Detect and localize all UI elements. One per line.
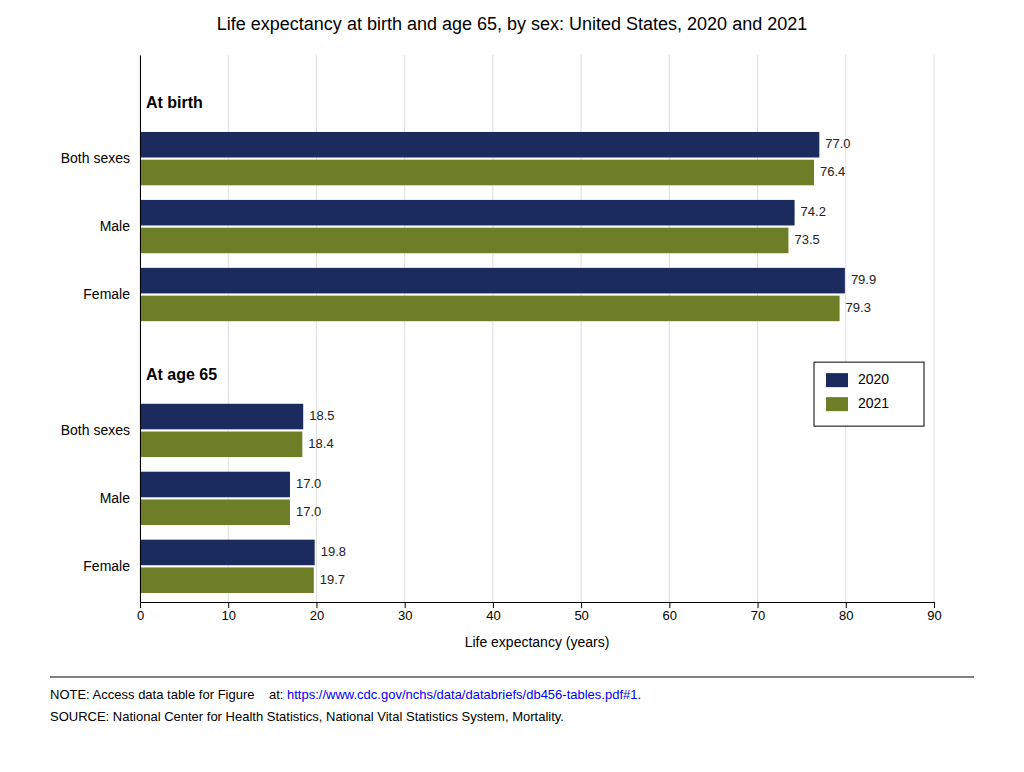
bar: [140, 499, 290, 525]
note: NOTE: Access data table for Figure at: h…: [50, 687, 641, 702]
x-tick: 0: [137, 602, 144, 623]
section-headers: At birth At age 65: [146, 94, 217, 383]
title: Life expectancy at birth and age 65, by …: [217, 14, 807, 34]
data-label: 73.5: [794, 232, 819, 247]
data-labels: 77.0 74.2 79.9 18.5 17.0 19.8 76.4 73.5 79.3 18.4…: [296, 136, 876, 586]
y-tick: Both sexes: [61, 422, 130, 438]
legend-swatch: [826, 373, 848, 387]
y-tick: Both sexes: [61, 150, 130, 166]
legend-item: 2020: [826, 371, 889, 387]
x-tick-label: 0: [137, 608, 144, 623]
data-label: 74.2: [801, 204, 826, 219]
legend-swatch: [826, 397, 848, 411]
x-axis-title: Life expectancy (years): [465, 634, 610, 650]
footer-separator: [50, 677, 974, 678]
section-header: At age 65: [146, 366, 217, 383]
bar: [140, 160, 814, 186]
x-tick: 40: [486, 602, 500, 623]
source: SOURCE: National Center for Health Stati…: [50, 709, 564, 724]
legend-item: 2021: [826, 395, 889, 411]
note-link: https://www.cdc.gov/nchs/data/databriefs…: [287, 687, 641, 702]
section-header: At birth: [146, 94, 203, 111]
x-tick-label: 30: [398, 608, 412, 623]
bars: [140, 132, 845, 593]
bar: [140, 567, 314, 593]
x-tick: 50: [574, 602, 588, 623]
x-tick: 20: [310, 602, 324, 623]
y-tick: Male: [100, 490, 131, 506]
y-tick-label: Both sexes: [61, 422, 130, 438]
y-axis: Both sexes Male Female Both sexes Male Female: [61, 56, 141, 603]
y-tick-label: Both sexes: [61, 150, 130, 166]
bar: [140, 540, 315, 566]
data-label: 18.5: [309, 408, 334, 423]
x-tick-mark: [228, 602, 229, 608]
x-axis-line: [141, 603, 935, 609]
note-text: NOTE: Access data table for Figure at:: [50, 687, 287, 702]
x-tick: 60: [663, 602, 677, 623]
legend-label: 2020: [858, 371, 889, 387]
x-tick-mark: [669, 602, 670, 608]
data-label: 17.0: [296, 504, 321, 519]
x-tick: 70: [751, 602, 765, 623]
x-tick-mark: [493, 602, 494, 608]
legend-frame: [814, 362, 924, 426]
x-tick-mark: [140, 602, 141, 608]
x-tick-label: 40: [486, 608, 500, 623]
x-tick-label: 10: [221, 608, 235, 623]
x-tick-mark: [316, 602, 317, 608]
y-tick-label: Female: [83, 558, 130, 574]
x-tick: 80: [839, 602, 853, 623]
x-tick-mark: [758, 602, 759, 608]
bar: [140, 296, 840, 322]
y-tick-label: Male: [100, 218, 131, 234]
y-tick: Female: [83, 558, 130, 574]
bar: [140, 432, 302, 458]
legend: 2020 2021: [814, 362, 924, 426]
x-tick-label: 90: [927, 608, 941, 623]
x-tick-label: 20: [310, 608, 324, 623]
grid-line: [140, 55, 141, 602]
bar: [140, 268, 845, 294]
bar: [140, 404, 303, 430]
data-label: 17.0: [296, 476, 321, 491]
x-tick: 90: [927, 602, 941, 623]
data-label: 79.9: [851, 272, 876, 287]
x-tick-label: 60: [663, 608, 677, 623]
legend-label: 2021: [858, 395, 889, 411]
data-label: 19.8: [321, 544, 346, 559]
x-tick-mark: [934, 602, 935, 608]
chart-svg: Life expectancy at birth and age 65, by …: [0, 0, 1024, 772]
plot: 77.0 74.2 79.9 18.5 17.0 19.8 76.4 73.5 79.3 18.4…: [61, 55, 942, 650]
bar: [140, 228, 788, 254]
grid-line: [934, 55, 935, 602]
y-tick-label: Male: [100, 490, 131, 506]
x-axis: 0 10 20 30 40 50 60 70 80 90: [137, 602, 942, 623]
x-tick-label: 50: [574, 608, 588, 623]
data-label: 77.0: [825, 136, 850, 151]
bar: [140, 200, 795, 226]
x-tick-mark: [405, 602, 406, 608]
data-label: 76.4: [820, 164, 845, 179]
y-tick-label: Female: [83, 286, 130, 302]
y-tick: Male: [100, 218, 131, 234]
x-tick-label: 80: [839, 608, 853, 623]
x-tick-mark: [846, 602, 847, 608]
grid: [140, 55, 934, 602]
bar: [140, 132, 819, 158]
x-tick-mark: [581, 602, 582, 608]
data-label: 19.7: [320, 572, 345, 587]
data-label: 79.3: [846, 300, 871, 315]
y-axis-line: [140, 56, 141, 603]
data-label: 18.4: [308, 436, 333, 451]
x-tick: 10: [221, 602, 235, 623]
x-tick-label: 70: [751, 608, 765, 623]
bar: [140, 472, 290, 498]
y-tick: Female: [83, 286, 130, 302]
x-tick: 30: [398, 602, 412, 623]
